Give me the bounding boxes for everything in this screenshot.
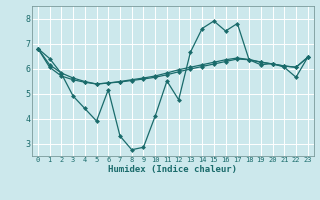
X-axis label: Humidex (Indice chaleur): Humidex (Indice chaleur) (108, 165, 237, 174)
